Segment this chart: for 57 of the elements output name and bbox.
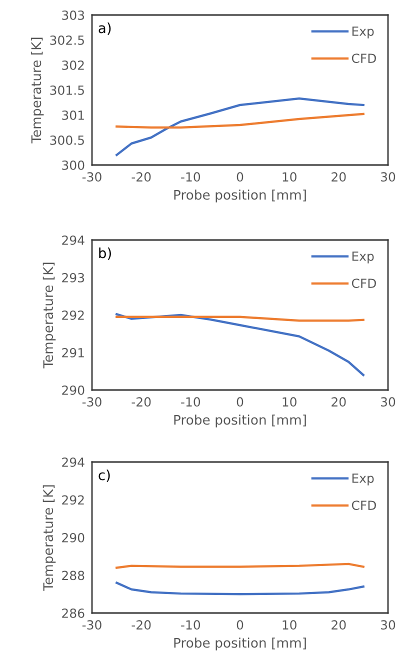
annotation: b) [99, 248, 111, 260]
legend-label: Exp [352, 26, 374, 38]
y-tick-label: 286 [62, 608, 84, 618]
y-tick-label: 301 [62, 110, 84, 120]
x-axis-title: Probe position [mm] [174, 414, 306, 428]
x-tick-label: -30 [82, 397, 102, 407]
y-tick-label: 291 [62, 348, 84, 358]
x-tick-label: 20 [332, 620, 346, 630]
x-tick-label: -10 [181, 172, 200, 182]
y-tick-label: 303 [62, 10, 84, 20]
y-tick-label: 294 [62, 457, 84, 467]
y-tick-label: 293 [62, 272, 84, 282]
legend-label: Exp [352, 252, 374, 264]
y-axis-title: Temperature [K] [30, 38, 44, 144]
line-series [116, 97, 364, 156]
x-tick-label: 0 [236, 620, 244, 630]
x-tick-label: 20 [332, 172, 346, 182]
y-tick-label: 300.5 [50, 135, 84, 145]
x-axis-title: Probe position [mm] [174, 638, 306, 650]
y-axis-title: Temperature [K] [42, 485, 56, 591]
x-tick-label: -10 [181, 620, 200, 630]
y-tick-label: 300 [62, 160, 84, 170]
x-axis-title: Probe position [mm] [174, 190, 306, 202]
annotation: c) [98, 470, 110, 482]
x-tick-label: -20 [132, 172, 151, 182]
legend-label: CFD [352, 54, 376, 64]
line-series [116, 582, 364, 596]
x-tick-label: 0 [236, 172, 244, 182]
x-tick-label: 10 [282, 397, 296, 407]
x-tick-label: 10 [282, 172, 296, 182]
y-tick-label: 292 [62, 495, 84, 505]
y-tick-label: 290 [62, 385, 84, 395]
x-tick-label: 10 [282, 620, 296, 630]
x-tick-label: -20 [132, 620, 151, 630]
y-tick-label: 292 [62, 310, 84, 320]
y-tick-label: 302.5 [50, 35, 84, 45]
annotation: a) [98, 22, 111, 35]
x-tick-label: 20 [332, 397, 346, 407]
x-tick-label: -30 [82, 620, 102, 630]
line-series [116, 313, 364, 376]
y-tick-label: 301.5 [50, 85, 84, 95]
legend-label: CFD [352, 278, 376, 288]
x-tick-label: -20 [132, 397, 151, 407]
legend-label: CFD [352, 500, 376, 510]
x-tick-label: 0 [236, 397, 244, 407]
y-tick-label: 294 [62, 235, 84, 245]
x-tick-label: -10 [181, 397, 200, 407]
legend-label: Exp [352, 474, 374, 486]
x-tick-label: 30 [381, 172, 396, 182]
y-tick-label: 288 [62, 570, 84, 580]
y-tick-label: 290 [62, 532, 84, 542]
y-tick-label: 302 [62, 60, 84, 70]
line-series [116, 112, 364, 129]
y-axis-title: Temperature [K] [42, 262, 56, 368]
x-tick-label: 30 [381, 620, 396, 630]
x-tick-label: -30 [82, 172, 102, 182]
x-tick-label: 30 [381, 397, 396, 407]
